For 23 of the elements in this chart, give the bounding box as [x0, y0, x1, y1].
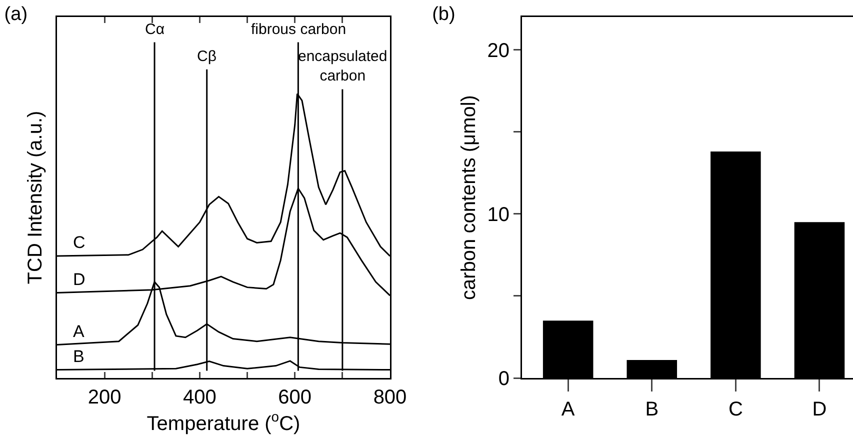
- x-tick-label: A: [561, 398, 576, 420]
- x-tick-label: D: [812, 398, 827, 420]
- x-tick-label: 800: [373, 386, 407, 408]
- x-tick-label: 200: [88, 386, 122, 408]
- series-label: C: [73, 233, 86, 252]
- chart-title: (b): [432, 4, 456, 25]
- series-label: A: [73, 322, 85, 341]
- x-axis-title: Temperature ($^{o}$C): [146, 408, 300, 435]
- series-label: D: [73, 270, 86, 289]
- series-label: B: [73, 347, 84, 366]
- y-tick-label: 10: [487, 204, 510, 226]
- ref-line-label: Cα: [145, 21, 165, 38]
- x-tick-label: 400: [183, 386, 216, 408]
- x-tick-label: 600: [278, 386, 312, 408]
- y-axis-title: TCD Intensity (a.u.): [24, 110, 46, 284]
- x-tick-label: B: [645, 398, 659, 420]
- ref-line-label: fibrous carbon: [251, 21, 346, 38]
- ref-line-label: Cβ: [197, 48, 217, 65]
- y-tick-label: 0: [498, 368, 510, 390]
- x-tick-label: C: [728, 398, 743, 420]
- chart-title: (a): [4, 4, 28, 25]
- y-axis-title: carbon contents (μmol): [458, 95, 480, 300]
- y-tick-label: 20: [487, 40, 510, 62]
